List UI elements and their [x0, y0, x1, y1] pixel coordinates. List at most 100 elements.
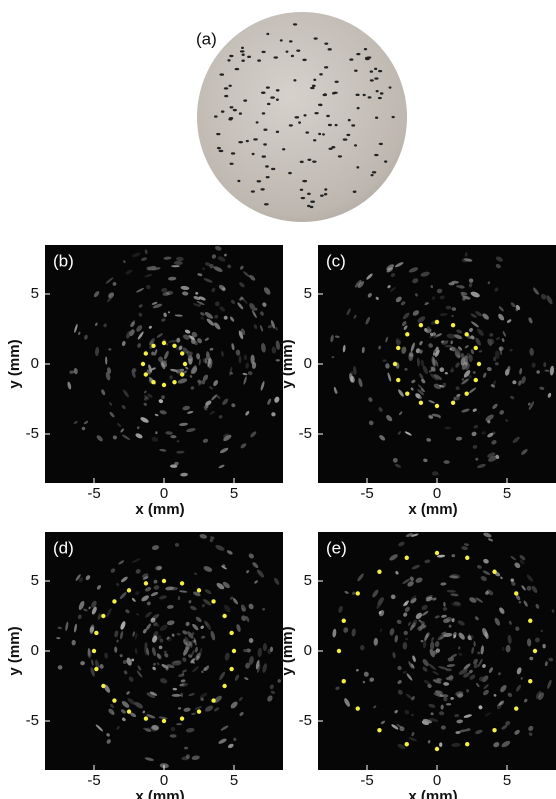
- marker: [143, 351, 148, 356]
- speckle: [128, 676, 134, 682]
- marker: [473, 377, 478, 383]
- speckle: [448, 677, 454, 682]
- speckle: [396, 339, 401, 346]
- speckle: [65, 621, 69, 632]
- speckle: [192, 666, 199, 673]
- bead: [305, 131, 310, 134]
- speckle: [501, 724, 508, 730]
- speckle: [213, 707, 220, 712]
- speckle: [387, 285, 391, 289]
- speckle: [444, 372, 448, 375]
- speckle: [518, 380, 522, 386]
- speckle: [244, 677, 249, 681]
- speckle: [475, 457, 479, 461]
- speckle: [363, 671, 369, 677]
- y-tick-label: 5: [304, 285, 312, 302]
- speckle: [216, 582, 225, 590]
- speckle: [422, 659, 429, 667]
- speckle: [144, 642, 148, 649]
- marker: [528, 618, 533, 623]
- bead: [265, 86, 270, 89]
- speckle: [131, 369, 136, 378]
- speckle: [417, 389, 425, 396]
- speckle: [196, 655, 200, 660]
- speckle: [507, 692, 513, 698]
- speckle: [169, 375, 173, 380]
- speckle: [179, 683, 185, 687]
- speckle: [186, 428, 196, 433]
- bead: [353, 144, 358, 147]
- bead: [327, 48, 332, 51]
- speckle: [252, 310, 257, 319]
- speckle: [405, 693, 413, 700]
- speckle: [428, 718, 439, 722]
- speckle: [95, 659, 100, 670]
- speckle: [195, 291, 199, 295]
- speckle: [472, 408, 477, 412]
- speckle: [103, 323, 107, 328]
- speckle: [209, 347, 214, 351]
- speckle: [169, 734, 177, 738]
- bead: [261, 50, 266, 54]
- speckle: [148, 265, 157, 271]
- speckle: [188, 693, 195, 697]
- speckle: [382, 359, 387, 362]
- speckle: [262, 302, 267, 307]
- speckle: [270, 690, 275, 694]
- speckle: [433, 350, 437, 353]
- bead: [379, 92, 384, 95]
- speckle: [475, 337, 481, 346]
- speckle: [461, 408, 470, 413]
- marker: [180, 372, 185, 377]
- marker: [126, 588, 132, 593]
- speckle: [481, 431, 486, 435]
- speckle: [263, 287, 271, 295]
- speckle: [200, 697, 204, 701]
- marker: [101, 613, 106, 619]
- speckle: [450, 593, 459, 597]
- marker: [196, 709, 202, 714]
- speckle: [483, 532, 492, 538]
- bead: [216, 132, 221, 136]
- marker: [143, 372, 148, 377]
- speckle: [273, 577, 280, 585]
- speckle: [117, 423, 122, 427]
- speckle: [399, 726, 405, 732]
- speckle: [277, 679, 281, 683]
- bead: [255, 121, 259, 124]
- speckle: [434, 690, 441, 694]
- speckle: [520, 677, 523, 680]
- speckle: [439, 312, 448, 317]
- bead: [285, 50, 289, 53]
- panel-label: (c): [326, 251, 346, 270]
- speckle: [442, 607, 448, 611]
- speckle: [471, 646, 475, 654]
- speckle: [171, 660, 182, 666]
- speckle: [408, 621, 411, 626]
- speckle: [209, 263, 214, 269]
- bead: [369, 70, 374, 73]
- speckle: [458, 632, 465, 640]
- bead: [257, 59, 262, 62]
- speckle: [479, 676, 484, 682]
- marker: [94, 630, 99, 636]
- speckle: [97, 613, 102, 620]
- speckle: [180, 692, 183, 698]
- speckle: [428, 414, 434, 419]
- marker: [355, 591, 360, 596]
- marker: [404, 555, 409, 560]
- speckle: [412, 278, 419, 284]
- x-tick-label: -5: [87, 772, 100, 789]
- speckle: [478, 350, 483, 353]
- speckle: [505, 644, 511, 653]
- speckle: [270, 320, 276, 329]
- speckle: [523, 600, 528, 607]
- speckle: [424, 302, 430, 306]
- speckle: [455, 386, 460, 391]
- panel-label: (b): [53, 251, 74, 270]
- speckle: [275, 326, 278, 331]
- marker: [211, 599, 216, 604]
- speckle: [204, 312, 214, 319]
- speckle: [182, 347, 189, 354]
- bead: [378, 142, 383, 146]
